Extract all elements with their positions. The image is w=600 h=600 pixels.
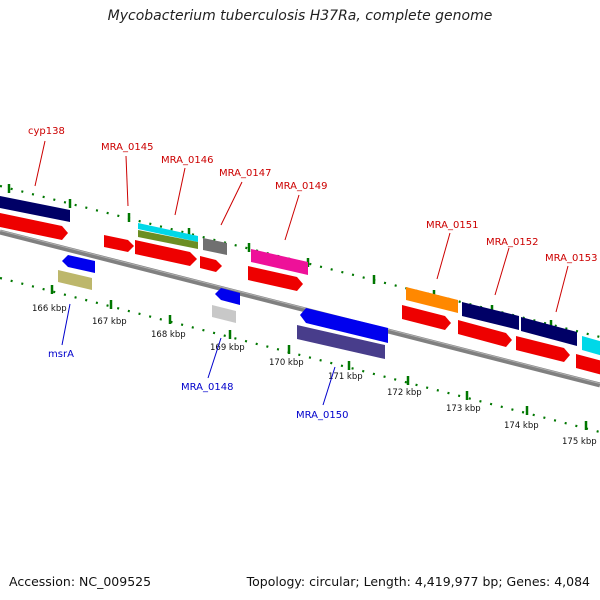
- gene-msrA-blue[interactable]: [62, 255, 95, 273]
- gene-labels-bottom: msrA MRA_0148 MRA_0150: [48, 349, 348, 421]
- label-msrA: msrA: [48, 349, 74, 360]
- gene-mra0145[interactable]: [104, 235, 134, 252]
- scale-label-170: 170 kbp: [269, 358, 304, 368]
- gene-mra0146-olive[interactable]: [138, 230, 198, 249]
- gene-mra0147-grey[interactable]: [203, 238, 227, 255]
- gene-mra0150-slate[interactable]: [297, 325, 385, 359]
- label-leaders-blue: [61, 303, 336, 406]
- gene-cyp138-navy[interactable]: [0, 195, 70, 222]
- gene-edge-red[interactable]: [576, 354, 600, 377]
- gene-mra0151-orange[interactable]: [406, 287, 458, 313]
- map-title: Mycobacterium tuberculosis H37Ra, comple…: [107, 8, 493, 24]
- gene-mra0153-navy[interactable]: [521, 317, 577, 346]
- label-leaders: [34, 140, 569, 313]
- label-mra0153: MRA_0153: [545, 253, 597, 264]
- gene-mra0153-red[interactable]: [516, 336, 570, 362]
- scale-label-168: 168 kbp: [151, 330, 186, 340]
- label-mra0149: MRA_0149: [275, 181, 327, 192]
- label-mra0148: MRA_0148: [181, 382, 233, 393]
- scale-label-167: 167 kbp: [92, 317, 127, 327]
- gene-msrA-khaki[interactable]: [58, 270, 92, 290]
- scale-label-174: 174 kbp: [504, 421, 539, 431]
- scale-label-171: 171 kbp: [328, 372, 363, 382]
- scale-label-169: 169 kbp: [210, 343, 245, 353]
- genome-summary-text: Topology: circular; Length: 4,419,977 bp…: [246, 574, 590, 589]
- gene-mra0151-red[interactable]: [402, 305, 451, 330]
- label-mra0145: MRA_0145: [101, 142, 153, 153]
- scale-label-166: 166 kbp: [32, 304, 67, 314]
- scale-labels: 166 kbp 167 kbp 168 kbp 169 kbp 170 kbp …: [32, 304, 597, 447]
- gene-mra0152-navy[interactable]: [462, 302, 519, 330]
- scale-label-175: 175 kbp: [562, 437, 597, 447]
- gene-cyp138-red[interactable]: [0, 212, 68, 240]
- genome-backbone: [0, 229, 600, 388]
- gene-mra0152-red[interactable]: [458, 320, 512, 347]
- gene-mra0148-blue[interactable]: [215, 288, 240, 305]
- gene-features: [0, 195, 600, 377]
- gene-mra0149-red[interactable]: [248, 266, 303, 291]
- label-mra0152: MRA_0152: [486, 237, 538, 248]
- scale-label-173: 173 kbp: [446, 404, 481, 414]
- accession-text: Accession: NC_009525: [9, 574, 152, 589]
- label-cyp138: cyp138: [28, 126, 65, 137]
- scale-label-172: 172 kbp: [387, 388, 422, 398]
- gene-mra0149-magenta[interactable]: [251, 249, 308, 275]
- gene-edge-cyan[interactable]: [582, 336, 600, 358]
- gene-mra0146-cyan[interactable]: [138, 223, 198, 242]
- gene-mra0148-lightgrey[interactable]: [212, 305, 236, 323]
- lower-major-ticks: [50, 285, 588, 430]
- lower-tick-track: [0, 276, 600, 434]
- label-mra0146: MRA_0146: [161, 155, 213, 166]
- gene-labels-top: cyp138 MRA_0145 MRA_0146 MRA_0147 MRA_01…: [28, 126, 597, 264]
- label-mra0147: MRA_0147: [219, 168, 271, 179]
- label-mra0151: MRA_0151: [426, 220, 478, 231]
- genome-backbone-highlight: [0, 230, 600, 384]
- label-mra0150: MRA_0150: [296, 410, 348, 421]
- gene-mra0147-red[interactable]: [200, 256, 222, 272]
- gene-mra0146-red[interactable]: [135, 240, 197, 266]
- gene-mra0150-blue[interactable]: [300, 308, 388, 343]
